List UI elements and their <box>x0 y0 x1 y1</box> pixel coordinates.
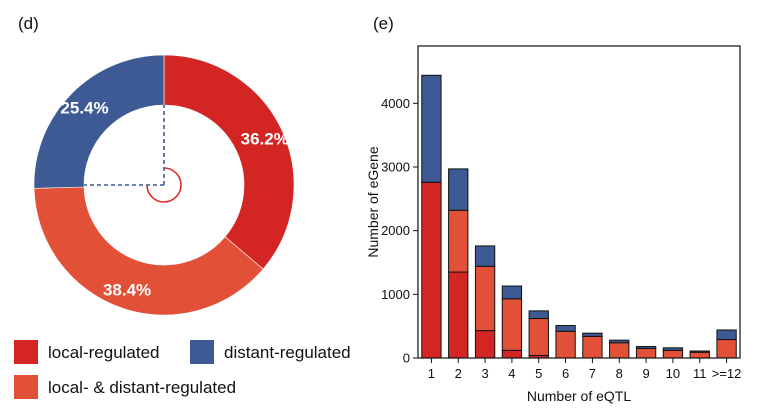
bar-distant-regulated-10 <box>662 347 684 351</box>
bar-panel: (e) 1 2 3 4 5 6 7 8 9 10 11 >=12 0 1000 2000 3000 4000 Nu… <box>365 14 741 404</box>
x-tick-label-3: 3 <box>481 366 488 381</box>
bar-distant-regulated-5 <box>528 310 549 320</box>
legend-label: local- & distant-regulated <box>48 378 236 397</box>
bar-local-regulated-4 <box>501 349 523 359</box>
x-tick-label-6: 6 <box>562 366 569 381</box>
y-tick-label-1000: 1000 <box>381 287 410 302</box>
x-tick-label-9: 9 <box>642 366 649 381</box>
bar-distant-regulated-6 <box>555 325 576 332</box>
legend-item-local-regulated: local-regulated <box>14 340 160 364</box>
bar-local-distant-regulated-6 <box>555 330 576 359</box>
legend-swatch <box>14 375 38 399</box>
panel-e-label: (e) <box>373 14 394 33</box>
bar-distant-regulated-11 <box>689 350 710 353</box>
x-tick-label-10: 10 <box>666 366 680 381</box>
bar-local-distant-regulated-7 <box>582 335 603 359</box>
legend-swatch <box>14 340 38 364</box>
legend-label: distant-regulated <box>224 343 351 362</box>
bar-local-regulated-2 <box>448 271 469 359</box>
slice-label-distant-regulated: 25.4% <box>60 99 108 118</box>
legend-item-local-distant-regulated: local- & distant-regulated <box>14 375 236 399</box>
x-tick-label-5: 5 <box>535 366 542 381</box>
slice-local-distant-regulated <box>33 186 264 316</box>
bar-local-distant-regulated-4 <box>501 298 523 351</box>
bar-local-regulated-3 <box>474 330 496 359</box>
plot-frame <box>417 45 741 359</box>
bar-distant-regulated-9 <box>635 346 657 349</box>
bar-local-regulated-1 <box>421 181 442 359</box>
y-tick-label-3000: 3000 <box>381 159 410 174</box>
donut-percent-labels: 36.2% 38.4% 25.4% <box>60 99 288 300</box>
bar-local-distant-regulated-3 <box>474 265 496 332</box>
x-tick-label-1: 1 <box>428 366 435 381</box>
slice-label-local-distant-regulated: 38.4% <box>103 281 151 300</box>
bar-distant-regulated-1 <box>421 74 442 183</box>
bar-local-distant-regulated-8 <box>609 342 630 359</box>
x-tick-label-ge12: >=12 <box>712 366 742 381</box>
slice-distant-regulated <box>33 54 165 189</box>
bar-distant-regulated-ge12 <box>716 329 737 341</box>
bar-chart: 1 2 3 4 5 6 7 8 9 10 11 >=12 0 1000 2000 3000 4000 Number… <box>365 45 742 404</box>
y-tick-label-4000: 4000 <box>381 96 410 111</box>
x-tick-label-7: 7 <box>589 366 596 381</box>
x-axis-title: Number of eQTL <box>527 388 631 404</box>
donut-center-decoration <box>84 105 182 203</box>
legend-label: local-regulated <box>48 343 160 362</box>
legend: local-regulated distant-regulated local- &… <box>14 340 351 399</box>
x-tick-label-8: 8 <box>616 366 623 381</box>
y-axis-title: Number of eGene <box>365 146 381 257</box>
x-tick-label-4: 4 <box>508 366 515 381</box>
legend-swatch <box>190 340 214 364</box>
bar-local-distant-regulated-9 <box>635 347 657 359</box>
y-tick-label-2000: 2000 <box>381 223 410 238</box>
x-tick-label-2: 2 <box>455 366 462 381</box>
bar-local-distant-regulated-11 <box>689 351 710 359</box>
bar-distant-regulated-2 <box>448 168 469 211</box>
donut-chart <box>33 54 295 316</box>
x-tick-label-11: 11 <box>693 366 707 381</box>
slice-local-regulated <box>163 54 295 270</box>
center-arc <box>146 167 182 203</box>
bar-local-distant-regulated-10 <box>662 349 684 359</box>
bar-local-distant-regulated-ge12 <box>716 339 737 359</box>
bar-local-distant-regulated-5 <box>528 318 549 356</box>
bar-distant-regulated-8 <box>609 339 630 344</box>
panel-d-label: (d) <box>18 14 39 33</box>
bar-distant-regulated-7 <box>582 332 603 337</box>
bar-distant-regulated-4 <box>501 285 523 300</box>
bar-local-distant-regulated-2 <box>448 209 469 273</box>
y-tick-label-0: 0 <box>403 351 410 366</box>
donut-panel: (d) 36.2% 38.4% 25.4% local-regulated dista… <box>14 14 351 399</box>
legend-item-distant-regulated: distant-regulated <box>190 340 351 364</box>
bar-distant-regulated-3 <box>474 245 496 267</box>
slice-label-local-regulated: 36.2% <box>241 129 289 148</box>
